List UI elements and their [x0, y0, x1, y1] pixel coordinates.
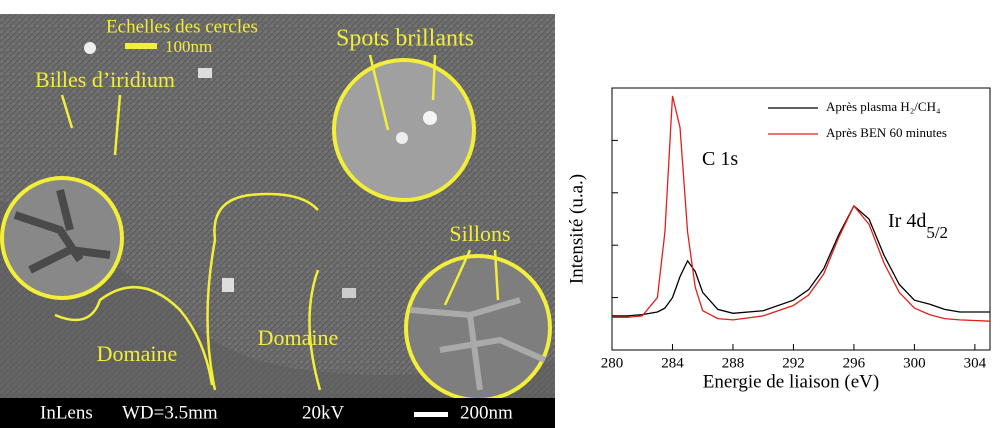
- x-axis-label: Energie de liaison (eV): [703, 371, 879, 392]
- legend-label: Après BEN 60 minutes: [826, 125, 947, 140]
- sem-image: Echelles des cercles 100nm Spots brillan…: [0, 14, 555, 428]
- annotation: Domaine: [258, 325, 339, 350]
- particle: [222, 278, 234, 292]
- annotation-text: C 1s: [702, 148, 738, 170]
- annotation: Spots brillants: [336, 26, 474, 52]
- zoom-detail: [396, 132, 408, 144]
- x-tick-label: 296: [843, 355, 866, 371]
- annotation: Ir 4d5/2: [888, 210, 948, 242]
- info-text: InLens: [40, 402, 93, 423]
- zoom-detail: [423, 111, 437, 125]
- annotation: 100nm: [165, 37, 212, 56]
- zoom-circle: [332, 58, 476, 202]
- x-tick-label: 284: [661, 355, 684, 371]
- info-text: WD=3.5mm: [122, 402, 218, 423]
- annotation: Domaine: [97, 341, 178, 366]
- annotation: Sillons: [449, 221, 510, 246]
- x-tick-label: 304: [964, 355, 987, 371]
- x-tick-label: 288: [722, 355, 745, 371]
- annotation: Echelles des cercles: [106, 16, 258, 37]
- scale-bar: [414, 412, 448, 417]
- series-line: [612, 204, 990, 317]
- y-axis-label: Intensité (u.a.): [566, 174, 587, 284]
- annotation-text: Ir 4d: [888, 210, 926, 232]
- particle: [342, 288, 356, 298]
- zoom-detail: [13, 189, 111, 274]
- info-text: 200nm: [460, 402, 513, 423]
- legend-label: Après plasma H₂/CH₄: [826, 99, 941, 114]
- x-tick-label: 292: [782, 355, 805, 371]
- series-line: [612, 95, 991, 322]
- annotation-lines: [54, 54, 500, 391]
- info-bar: [0, 398, 555, 428]
- annotation: Billes d’iridium: [35, 67, 175, 92]
- annotation-subscript: 5/2: [926, 223, 948, 242]
- x-tick-label: 280: [601, 355, 624, 371]
- plot-frame: [611, 87, 991, 351]
- sem-domain-region: [0, 200, 555, 398]
- annotation: C 1s: [702, 148, 738, 170]
- particle: [198, 68, 212, 78]
- zoom-detail: [409, 297, 547, 391]
- particle: [84, 42, 96, 54]
- info-text: 20kV: [302, 402, 345, 423]
- scale-bar: [125, 43, 157, 49]
- chart: 280 284 288 292 296 300 304 Energie de liaison …: [566, 87, 991, 392]
- x-tick-label: 300: [903, 355, 926, 371]
